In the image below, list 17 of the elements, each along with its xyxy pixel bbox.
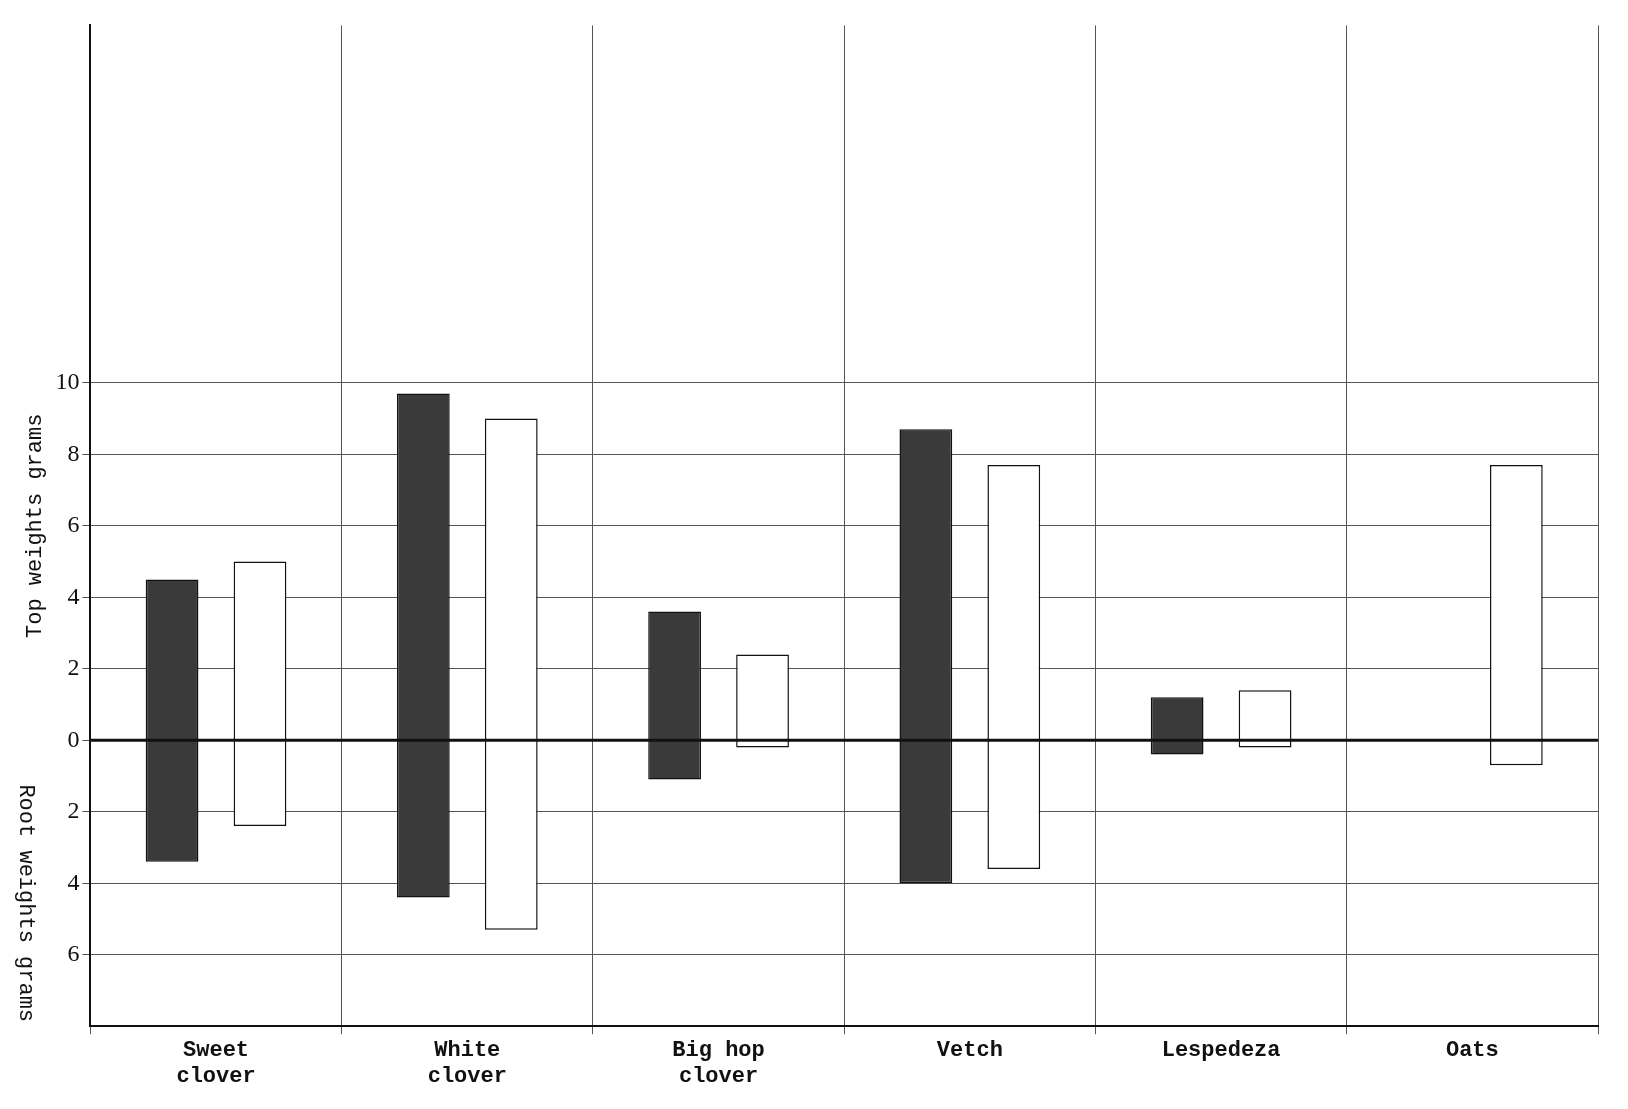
- y-tick-label: 6: [67, 511, 80, 538]
- x-tick-label: Big hop clover: [672, 1037, 765, 1090]
- y-tick-label: 0: [67, 725, 80, 752]
- x-tick-label: Sweet clover: [176, 1037, 256, 1090]
- y-tick-label: 8: [67, 439, 80, 466]
- y-tick-label: 10: [55, 368, 80, 395]
- y-axis-title: Top weights grams: [23, 413, 49, 639]
- y-tick-label: 2: [67, 797, 80, 824]
- x-tick-label: Oats: [1445, 1037, 1499, 1063]
- y-tick-label: 6: [67, 940, 80, 967]
- x-tick-label: Lespedeza: [1161, 1037, 1281, 1063]
- text: Root weights grams: [13, 784, 39, 1023]
- y-tick-label: 2: [67, 654, 80, 681]
- y-tick-label: 4: [67, 868, 80, 895]
- x-tick-label: White clover: [427, 1037, 507, 1090]
- y-tick-label: 4: [67, 582, 80, 609]
- x-tick-label: Vetch: [936, 1037, 1003, 1063]
